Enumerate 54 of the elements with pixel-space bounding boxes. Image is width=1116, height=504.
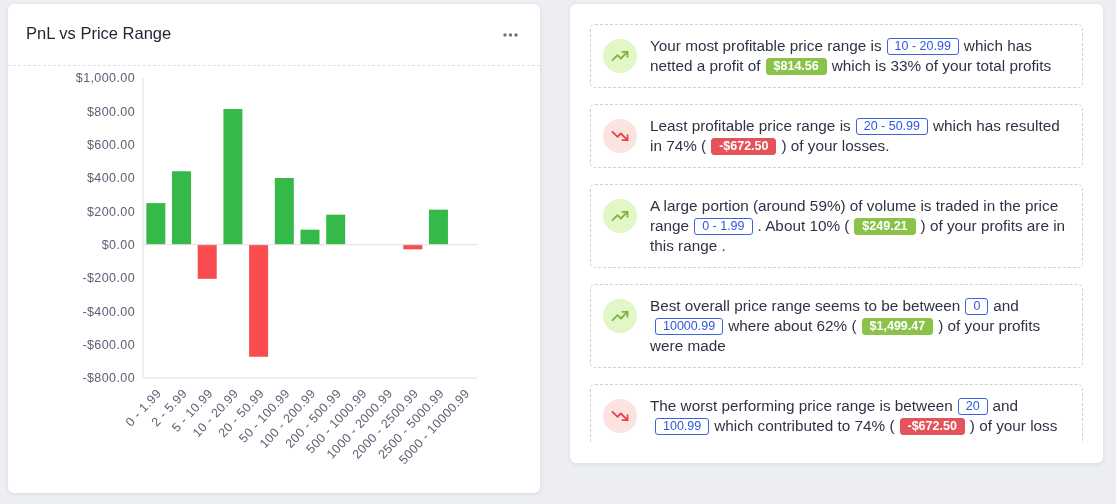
bar — [197, 244, 217, 279]
text: 10 - 20.99 — [894, 38, 951, 53]
y-tick-label: $200.00 — [87, 204, 135, 219]
text: ) of your profits are in — [920, 217, 1066, 234]
text: 0 - 1.99 — [702, 218, 745, 233]
y-tick-label: $1,000.00 — [75, 71, 135, 86]
y-tick-label: $400.00 — [87, 171, 135, 186]
y-tick-label: -$800.00 — [82, 371, 135, 386]
bar — [300, 229, 320, 245]
y-tick-label: $800.00 — [87, 104, 135, 119]
text: ) of your profits — [938, 317, 1041, 334]
text: and — [993, 297, 1019, 314]
y-tick-label: -$600.00 — [82, 338, 135, 353]
text: Least profitable price range is — [650, 117, 851, 134]
text: -$672.50 — [907, 418, 957, 433]
text: and — [992, 397, 1019, 414]
text: which contributed to 74% ( — [714, 417, 895, 434]
bar — [223, 108, 243, 245]
bar — [274, 178, 294, 245]
text: range — [650, 217, 690, 234]
text: $249.21 — [862, 218, 908, 233]
chart-title: PnL vs Price Range — [26, 24, 172, 42]
text: $814.56 — [773, 58, 819, 73]
text: ) of your loss — [969, 417, 1058, 434]
text: 0 — [973, 298, 981, 313]
text: were made — [650, 337, 726, 354]
text: . About 10% ( — [757, 217, 850, 234]
text: A large portion (around 59%) of volume is traded in the price — [650, 197, 1059, 214]
text: 100.99 — [663, 418, 702, 433]
text: which is 33% of your total profits — [831, 57, 1052, 74]
bar — [428, 209, 448, 245]
bar — [326, 214, 346, 245]
text: 20 — [965, 398, 980, 413]
text: -$672.50 — [719, 138, 769, 153]
text: The worst performing price range is between — [650, 397, 953, 414]
bar — [172, 171, 192, 245]
text: in 74% ( — [650, 137, 707, 154]
y-tick-label: $0.00 — [101, 238, 135, 253]
bar — [146, 203, 166, 245]
text: ) of your losses. — [781, 137, 890, 154]
text: Best overall price range seems to be between — [650, 297, 961, 314]
text: 20 - 50.99 — [863, 118, 920, 133]
text: which has resulted — [932, 117, 1060, 134]
text: 10000.99 — [663, 318, 716, 333]
y-tick-label: -$200.00 — [82, 271, 135, 286]
text: where about 62% ( — [728, 317, 857, 334]
text: Your most profitable price range is — [650, 37, 882, 54]
y-tick-label: -$400.00 — [82, 304, 135, 319]
text: which has — [963, 37, 1032, 54]
text: netted a profit of — [650, 57, 761, 74]
text: $1,499.47 — [869, 318, 926, 333]
y-tick-label: $600.00 — [87, 138, 135, 153]
bar — [249, 244, 269, 357]
text: this range . — [650, 237, 726, 254]
